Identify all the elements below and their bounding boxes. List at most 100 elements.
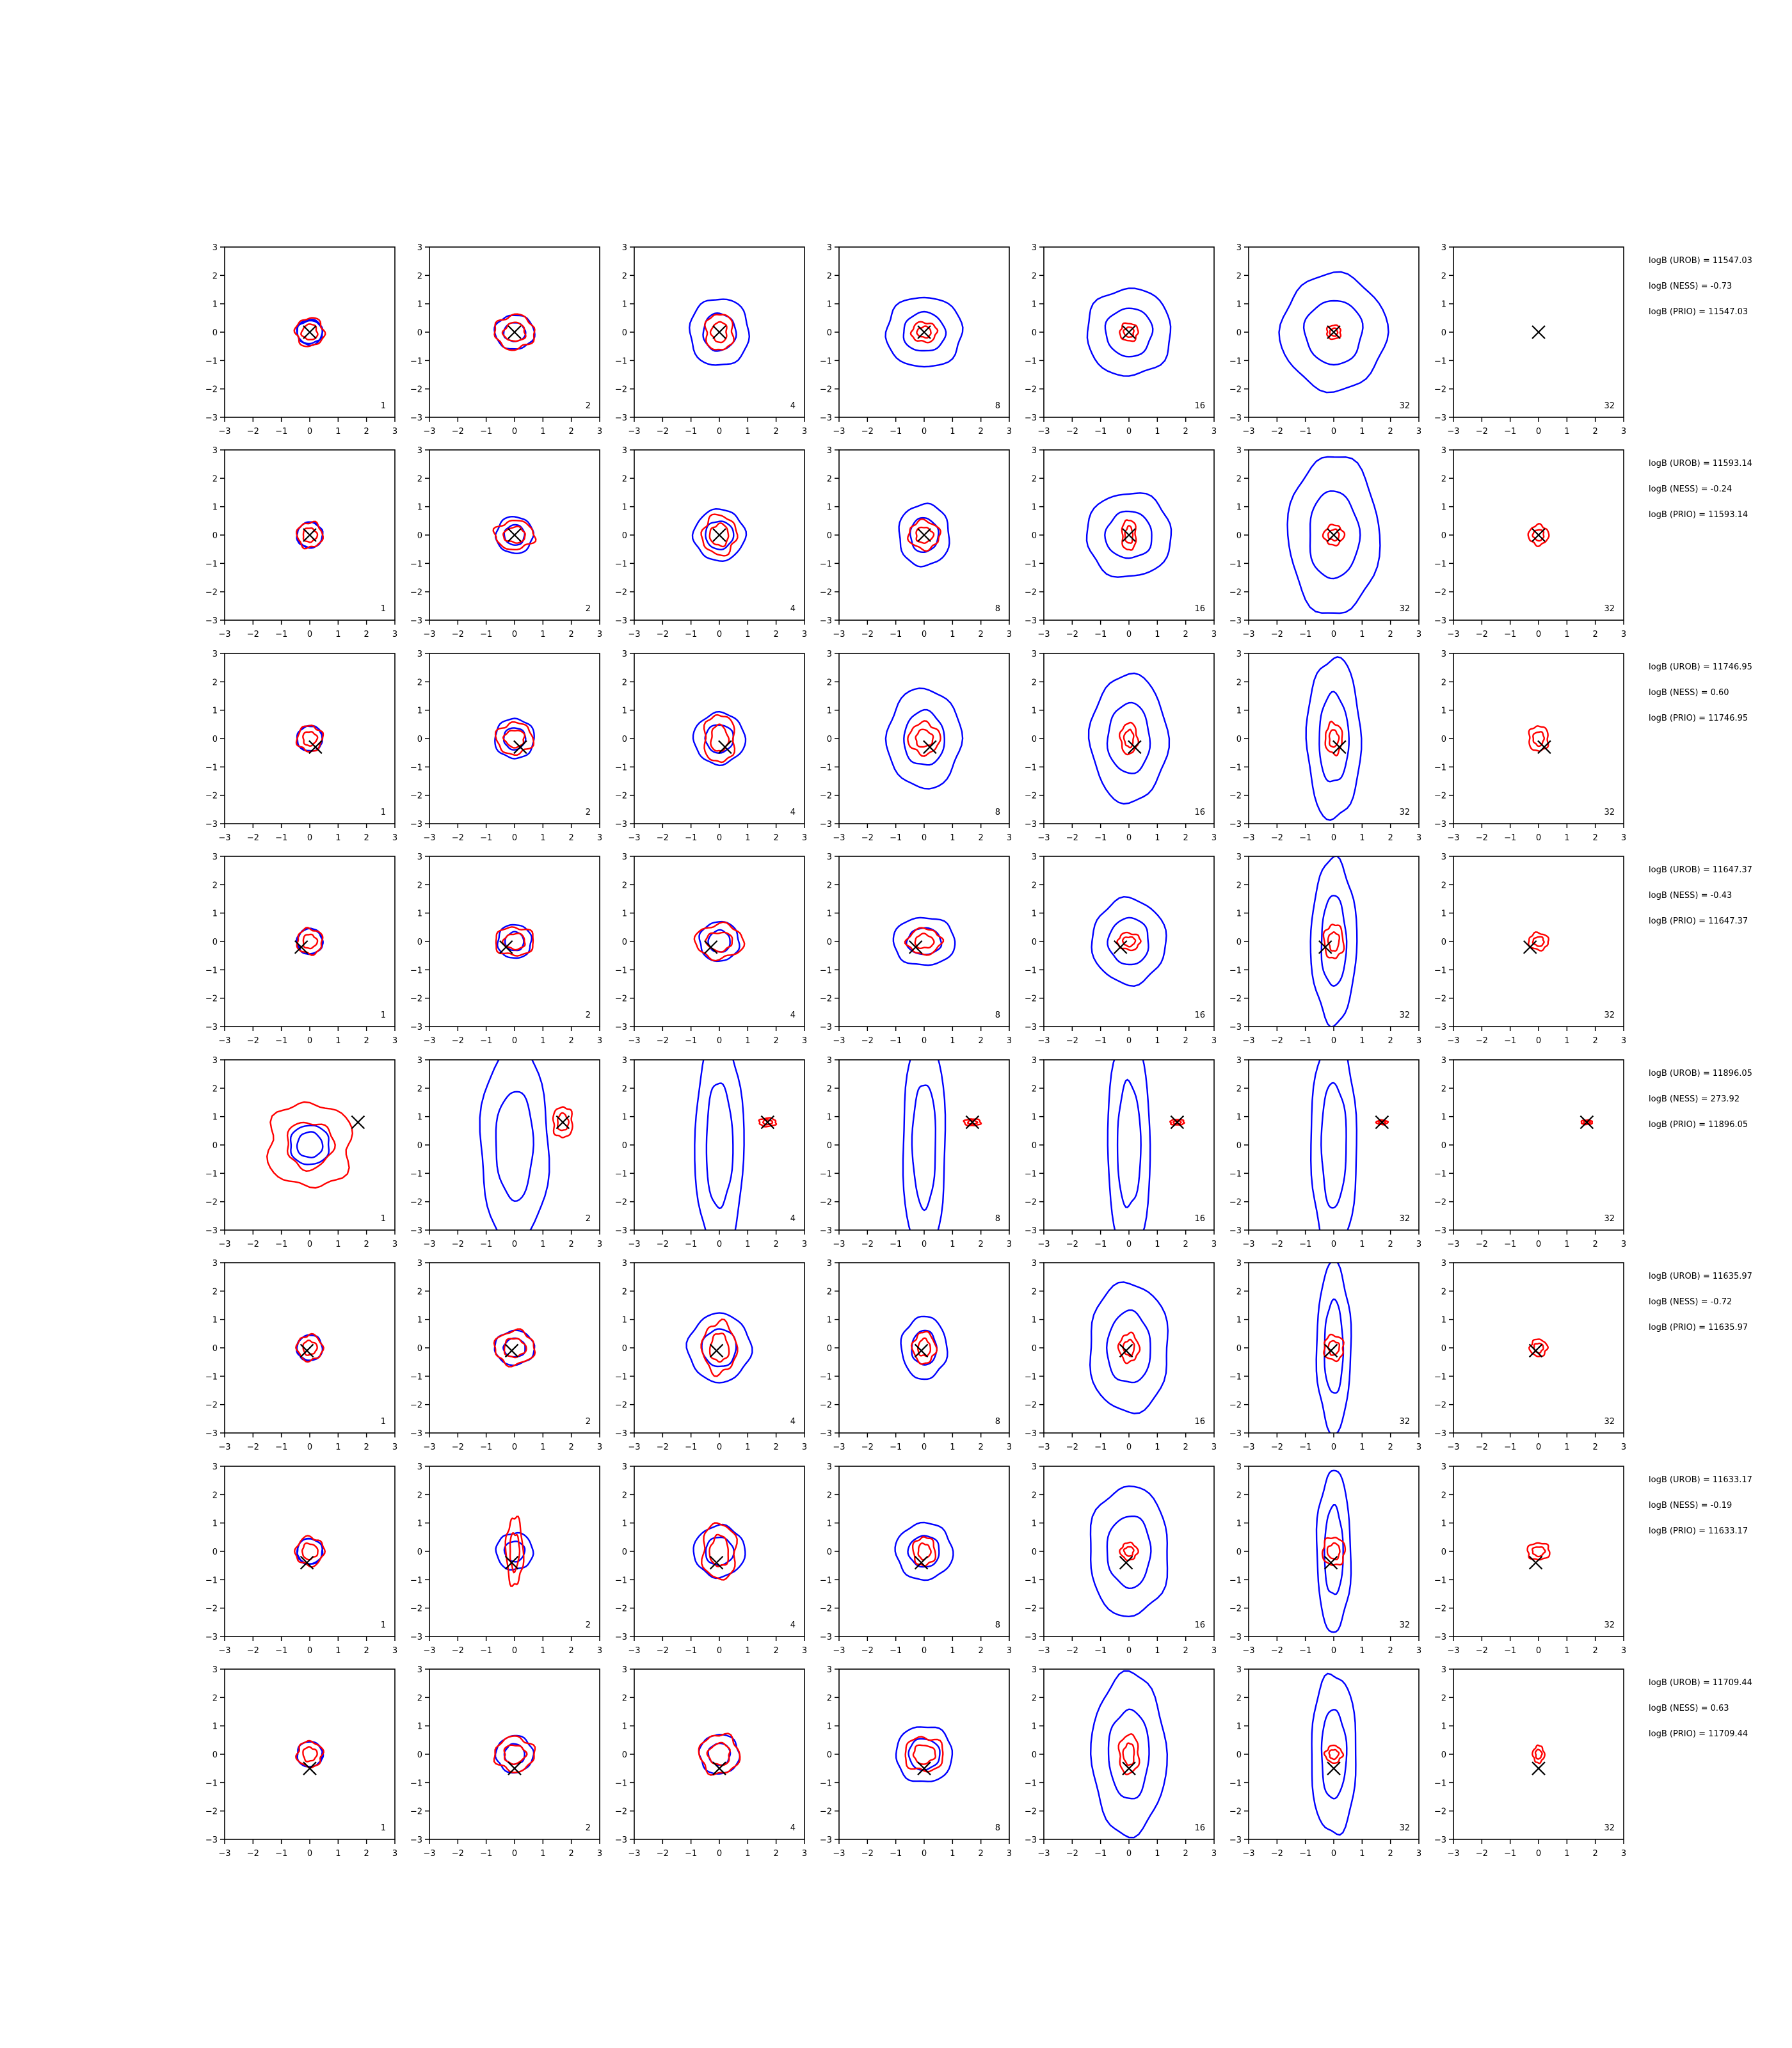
y-axis: −3 −2 −1 0 1 2 3 <box>205 446 225 626</box>
x-tick-label: 1 <box>1155 1646 1160 1656</box>
plot-area <box>294 927 324 956</box>
plot-area <box>884 687 964 790</box>
y-tick-label: −1 <box>410 966 422 975</box>
y-tick-label: 3 <box>1032 446 1037 456</box>
y-tick-label: −3 <box>1229 616 1242 626</box>
red-contour <box>915 526 935 545</box>
true-value-marker <box>513 740 527 755</box>
x-tick-label: −3 <box>1242 630 1254 639</box>
y-tick-label: −1 <box>1025 1779 1037 1788</box>
y-tick-label: 0 <box>1032 1141 1037 1151</box>
panel-r6-c1: −3 −2 −1 0 1 2 3 −3 −2 −1 0 1 2 3 1 <box>205 1259 397 1452</box>
y-axis: −3 −2 −1 0 1 2 3 <box>410 650 429 829</box>
y-tick-label: 1 <box>1032 1113 1037 1123</box>
x-tick-label: −1 <box>1504 1443 1516 1452</box>
plot-area <box>692 1522 746 1581</box>
y-tick-label: 3 <box>417 446 422 456</box>
y-axis: −3 −2 −1 0 1 2 3 <box>1229 852 1249 1032</box>
y-tick-label: 3 <box>827 1462 832 1472</box>
y-tick-label: −3 <box>615 616 627 626</box>
y-tick-label: 3 <box>622 650 627 659</box>
row-stats-3: logB (UROB) = 11746.95 logB (NESS) = 0.60… <box>1649 662 1752 723</box>
axes-frame <box>429 1668 600 1840</box>
x-tick-label: 3 <box>597 630 602 639</box>
panel-r4-c6: −3 −2 −1 0 1 2 3 −3 −2 −1 0 1 2 3 32 <box>1229 852 1421 1046</box>
y-tick-label: 0 <box>622 735 627 744</box>
y-axis: −3 −2 −1 0 1 2 3 <box>205 650 225 829</box>
y-axis: −3 −2 −1 0 1 2 3 <box>615 1462 634 1642</box>
x-tick-label: −2 <box>657 1036 669 1046</box>
y-tick-label: 3 <box>1032 1259 1037 1268</box>
red-contour <box>1117 1331 1141 1364</box>
y-tick-label: −2 <box>410 385 422 395</box>
plot-area <box>1532 325 1546 339</box>
y-tick-label: 3 <box>827 243 832 253</box>
panel-number-label: 2 <box>586 1417 591 1427</box>
axes-frame <box>224 1466 396 1637</box>
red-contour <box>907 518 941 552</box>
y-axis: −3 −2 −1 0 1 2 3 <box>820 1462 839 1642</box>
x-tick-label: −2 <box>1271 427 1283 436</box>
red-contour <box>1527 523 1550 547</box>
blue-contour <box>1087 672 1171 805</box>
red-contour <box>302 527 319 543</box>
x-tick-label: 2 <box>569 1443 574 1452</box>
plot-area <box>685 1312 753 1384</box>
x-tick-label: 1 <box>540 833 545 843</box>
y-tick-label: 3 <box>417 852 422 862</box>
y-tick-label: 2 <box>212 1287 218 1297</box>
y-axis: −3 −2 −1 0 1 2 3 <box>820 1259 839 1439</box>
y-tick-label: 3 <box>212 1259 218 1268</box>
x-tick-label: 1 <box>1359 833 1364 843</box>
y-tick-label: 2 <box>1236 1084 1242 1094</box>
x-tick-label: 1 <box>745 833 750 843</box>
plot-area <box>1580 1115 1594 1130</box>
x-tick-label: −2 <box>861 1036 874 1046</box>
panel-number-label: 32 <box>1399 1214 1410 1224</box>
y-tick-label: 3 <box>212 243 218 253</box>
red-contour <box>1528 1338 1549 1357</box>
blue-contour <box>1318 691 1350 783</box>
panel-number-label: 2 <box>586 401 591 411</box>
x-tick-label: −2 <box>657 833 669 843</box>
y-tick-label: 0 <box>622 938 627 947</box>
y-tick-label: 2 <box>417 1287 422 1297</box>
x-tick-label: 3 <box>1621 1240 1626 1249</box>
y-axis: −3 −2 −1 0 1 2 3 <box>205 1462 225 1642</box>
y-tick-label: 3 <box>1032 243 1037 253</box>
x-tick-label: −2 <box>1066 1646 1078 1656</box>
y-tick-label: 2 <box>1441 271 1446 281</box>
y-axis: −3 −2 −1 0 1 2 3 <box>1025 1665 1044 1845</box>
x-tick-label: 0 <box>717 833 722 843</box>
true-value-marker <box>1122 528 1136 542</box>
y-tick-label: 3 <box>212 852 218 862</box>
true-value-marker <box>1119 1555 1133 1570</box>
x-tick-label: 2 <box>1183 1240 1188 1249</box>
panel-number-label: 1 <box>381 401 386 411</box>
x-tick-label: −3 <box>833 1443 845 1452</box>
y-tick-label: −2 <box>1025 1198 1037 1208</box>
red-contour <box>915 728 934 748</box>
y-axis: −3 −2 −1 0 1 2 3 <box>1229 1259 1249 1439</box>
plot-area <box>1526 1542 1551 1570</box>
x-tick-label: −2 <box>452 427 464 436</box>
x-tick-label: −1 <box>275 1849 287 1859</box>
blue-contour <box>694 1060 745 1230</box>
x-tick-label: 0 <box>922 1646 927 1656</box>
panel-r6-c3: −3 −2 −1 0 1 2 3 −3 −2 −1 0 1 2 3 4 <box>615 1259 807 1452</box>
y-tick-label: 2 <box>827 1693 832 1703</box>
red-contour <box>1327 931 1341 952</box>
y-tick-label: −1 <box>1229 763 1242 772</box>
x-tick-label: −3 <box>423 1240 435 1249</box>
y-tick-label: 2 <box>827 881 832 890</box>
x-axis: −3 −2 −1 0 1 2 3 <box>1447 1230 1626 1249</box>
true-value-marker <box>504 1343 519 1358</box>
y-tick-label: −3 <box>615 413 627 423</box>
panel-number-label: 32 <box>1604 1620 1615 1630</box>
y-tick-label: 1 <box>1441 300 1446 310</box>
plot-area <box>1309 1060 1389 1230</box>
logb-stat: logB (PRIO) = 11746.95 <box>1649 714 1748 723</box>
panel-number-label: 2 <box>586 1214 591 1224</box>
red-contour <box>1123 326 1135 338</box>
y-tick-label: 1 <box>417 909 422 919</box>
